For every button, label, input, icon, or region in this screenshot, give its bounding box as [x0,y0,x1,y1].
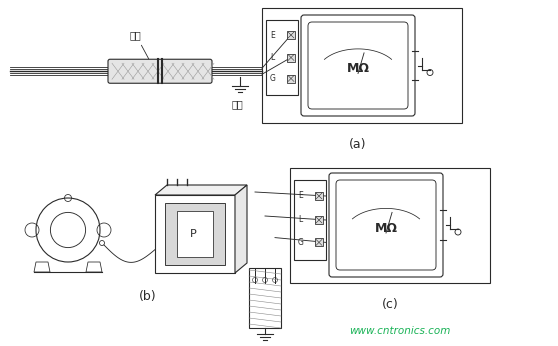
Text: (a): (a) [349,138,367,151]
Text: (b): (b) [139,290,157,303]
Bar [155,195,235,273]
FancyBboxPatch shape [301,15,415,116]
Bar [177,211,213,257]
Text: E: E [298,191,303,200]
FancyBboxPatch shape [315,238,323,246]
Text: 鉢管: 鉢管 [130,30,148,59]
Bar [262,8,462,123]
FancyBboxPatch shape [108,59,212,83]
FancyBboxPatch shape [287,31,295,39]
FancyBboxPatch shape [315,216,323,224]
Text: L: L [270,53,274,62]
FancyBboxPatch shape [308,22,408,109]
Text: G: G [298,238,304,247]
Polygon shape [34,262,50,272]
Bar [294,180,326,260]
FancyBboxPatch shape [315,192,323,200]
FancyBboxPatch shape [329,173,443,277]
Polygon shape [155,185,247,195]
Text: MΩ: MΩ [347,62,369,75]
Polygon shape [235,185,247,273]
Text: G: G [270,74,276,83]
FancyBboxPatch shape [287,74,295,82]
Text: P: P [190,229,196,239]
Text: L: L [298,216,302,225]
Bar [165,203,225,265]
Polygon shape [86,262,102,272]
Text: www.cntronics.com: www.cntronics.com [349,326,451,336]
Text: 导线: 导线 [231,99,243,109]
FancyBboxPatch shape [287,54,295,62]
FancyBboxPatch shape [336,180,436,270]
Bar [249,268,281,328]
Bar [266,20,298,95]
Text: (c): (c) [382,298,398,311]
Text: MΩ: MΩ [374,221,397,235]
Bar [290,168,490,283]
Text: E: E [270,30,275,39]
